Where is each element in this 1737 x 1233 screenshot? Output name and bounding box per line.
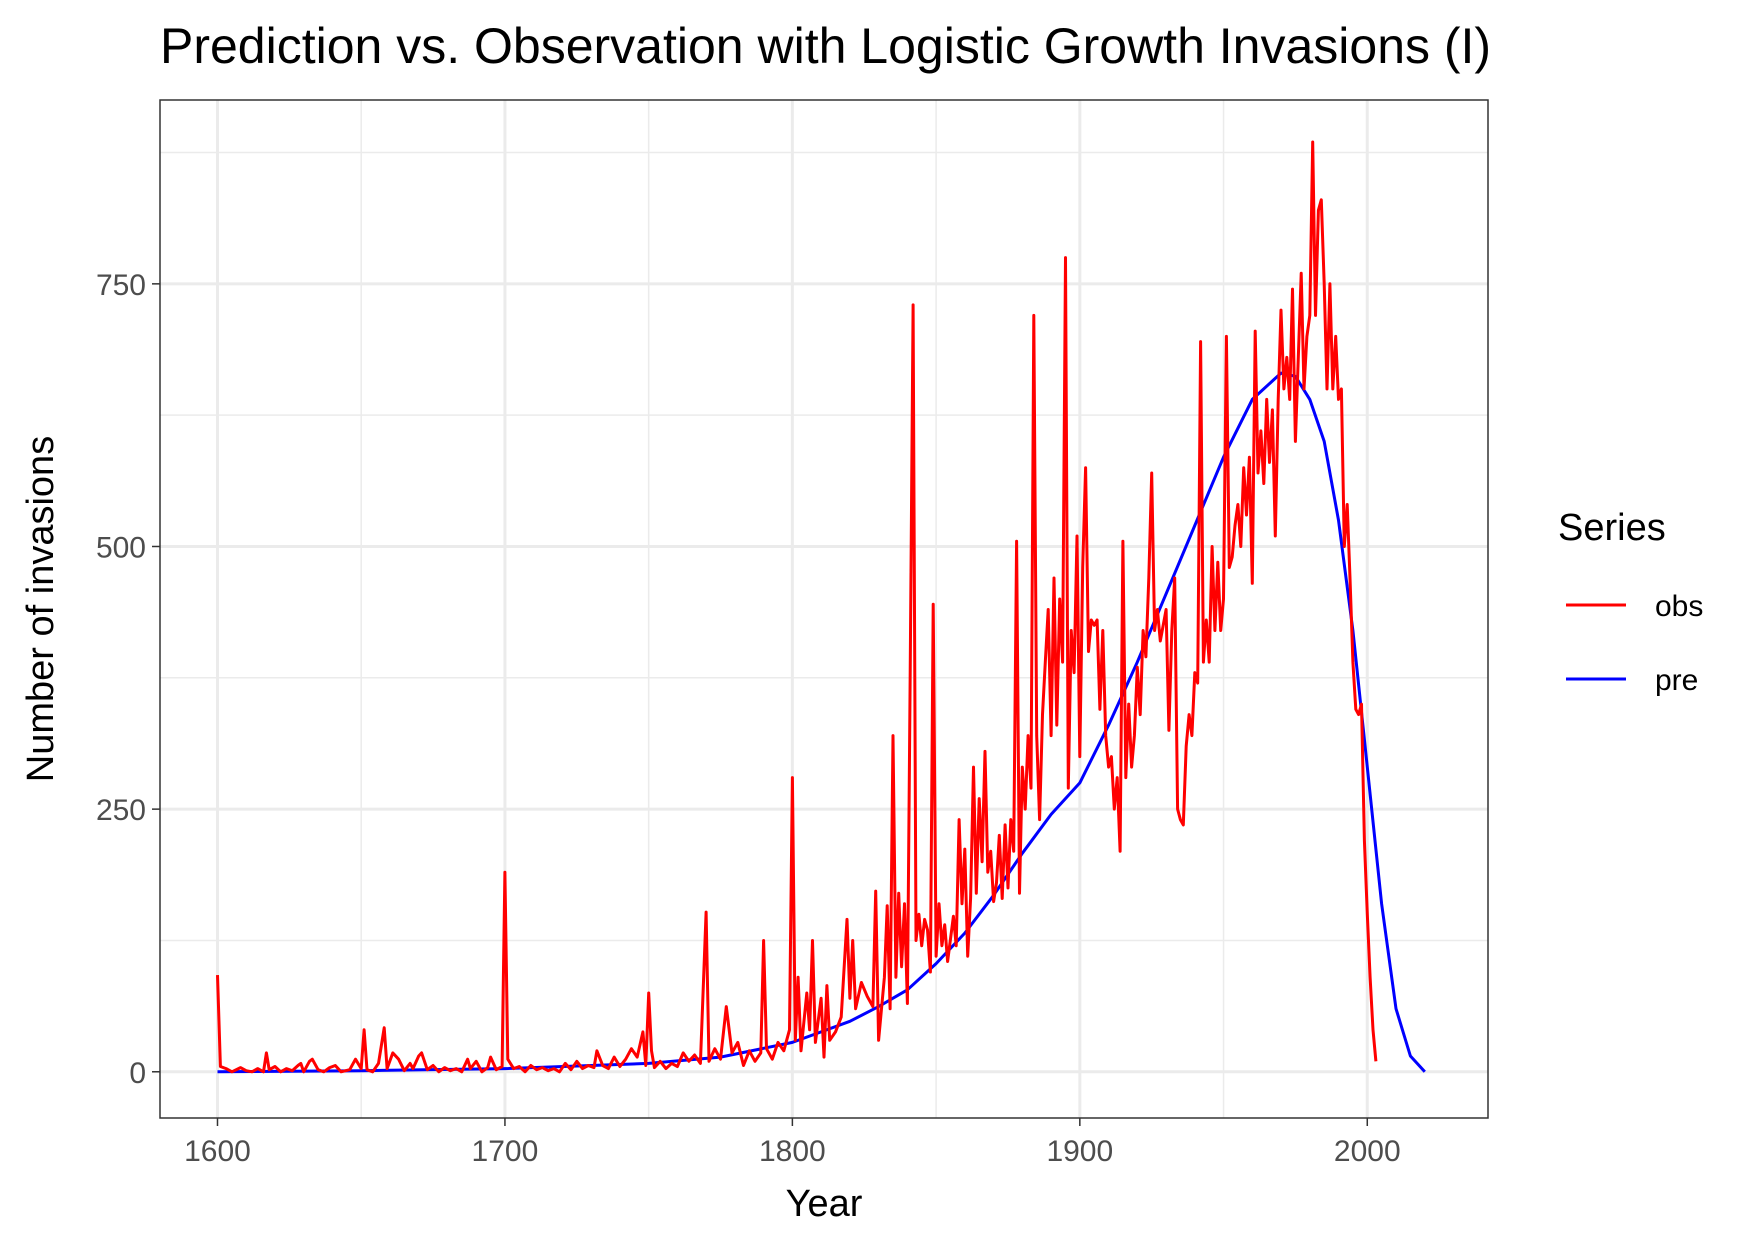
legend-label-pre: pre [1655, 664, 1698, 697]
y-axis: 0 250 500 750 [96, 269, 160, 1090]
plot-panel [159, 99, 1489, 1119]
x-tick-label: 1800 [759, 1135, 826, 1168]
x-tick-label: 1900 [1046, 1135, 1113, 1168]
legend: Series obs pre [1558, 507, 1703, 697]
y-tick-label: 0 [129, 1057, 146, 1090]
x-axis-title: Year [786, 1183, 863, 1225]
chart-title: Prediction vs. Observation with Logistic… [160, 18, 1491, 74]
series-line-obs [216, 140, 1378, 1074]
legend-title: Series [1558, 507, 1666, 549]
plot-panel-border [159, 99, 1489, 1119]
y-tick-label: 500 [96, 531, 146, 564]
x-tick-label: 2000 [1334, 1135, 1401, 1168]
y-tick-label: 250 [96, 794, 146, 827]
x-tick-label: 1600 [184, 1135, 251, 1168]
plot-panel-background [160, 100, 1488, 1118]
legend-label-obs: obs [1655, 590, 1703, 623]
y-tick-label: 750 [96, 269, 146, 302]
y-axis-title: Number of invasions [20, 436, 62, 782]
x-tick-label: 1700 [472, 1135, 539, 1168]
x-axis: 1600 1700 1800 1900 2000 [184, 1118, 1401, 1168]
